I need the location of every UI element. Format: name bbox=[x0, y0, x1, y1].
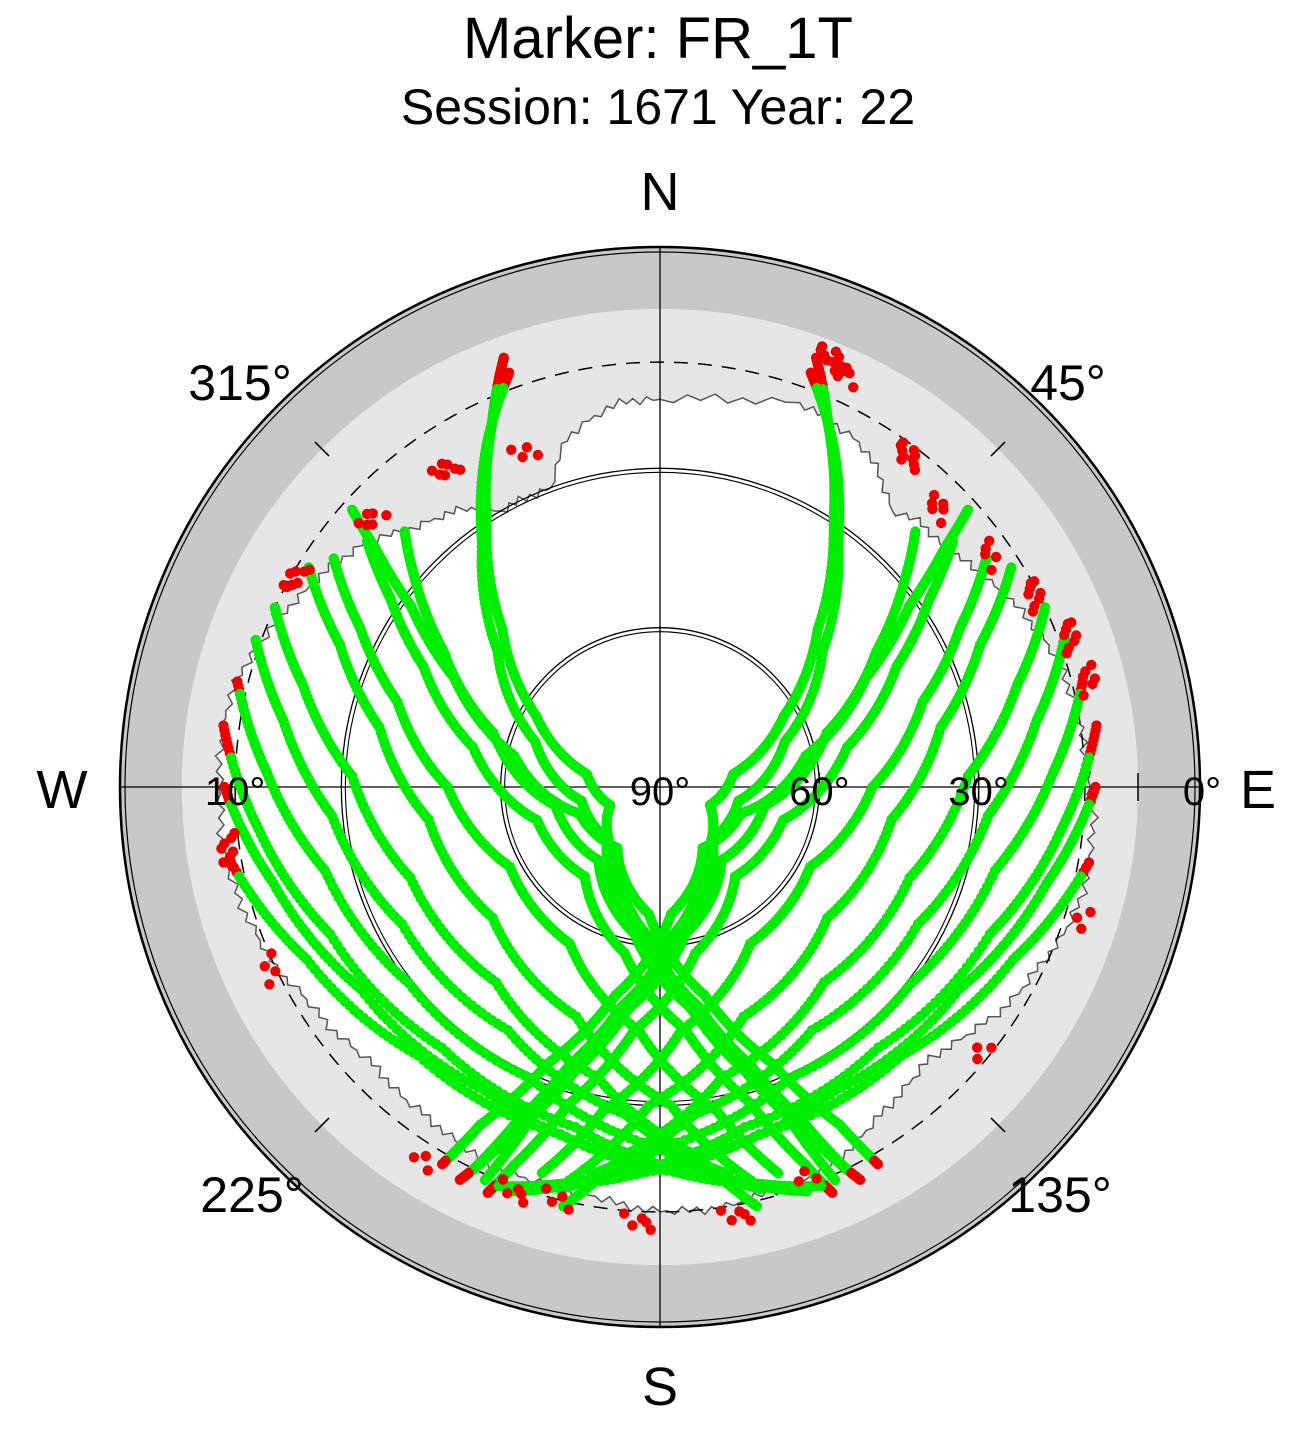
chart-title: Marker: FR_1T bbox=[463, 6, 853, 71]
observation-point bbox=[479, 1174, 491, 1186]
chart-subtitle: Session: 1671 Year: 22 bbox=[401, 79, 915, 135]
observation-point bbox=[454, 1174, 466, 1186]
satellite-track bbox=[454, 526, 921, 1186]
observation-point bbox=[829, 1174, 841, 1186]
observation-point bbox=[872, 1159, 883, 1170]
observation-point bbox=[827, 1187, 838, 1199]
azimuth-tick-225 bbox=[314, 1117, 330, 1133]
observation-point bbox=[772, 1167, 784, 1179]
plot-area bbox=[118, 245, 1202, 1329]
azimuth-tick-135 bbox=[990, 1117, 1006, 1133]
observation-point bbox=[482, 1187, 493, 1199]
observation-point bbox=[536, 1167, 548, 1179]
azimuth-tick-315 bbox=[314, 441, 330, 457]
observation-point bbox=[437, 1159, 448, 1170]
observation-point bbox=[854, 1174, 866, 1186]
satellite-track bbox=[536, 553, 992, 1179]
azimuth-tick-45 bbox=[990, 441, 1006, 457]
observation-point bbox=[751, 1201, 762, 1212]
